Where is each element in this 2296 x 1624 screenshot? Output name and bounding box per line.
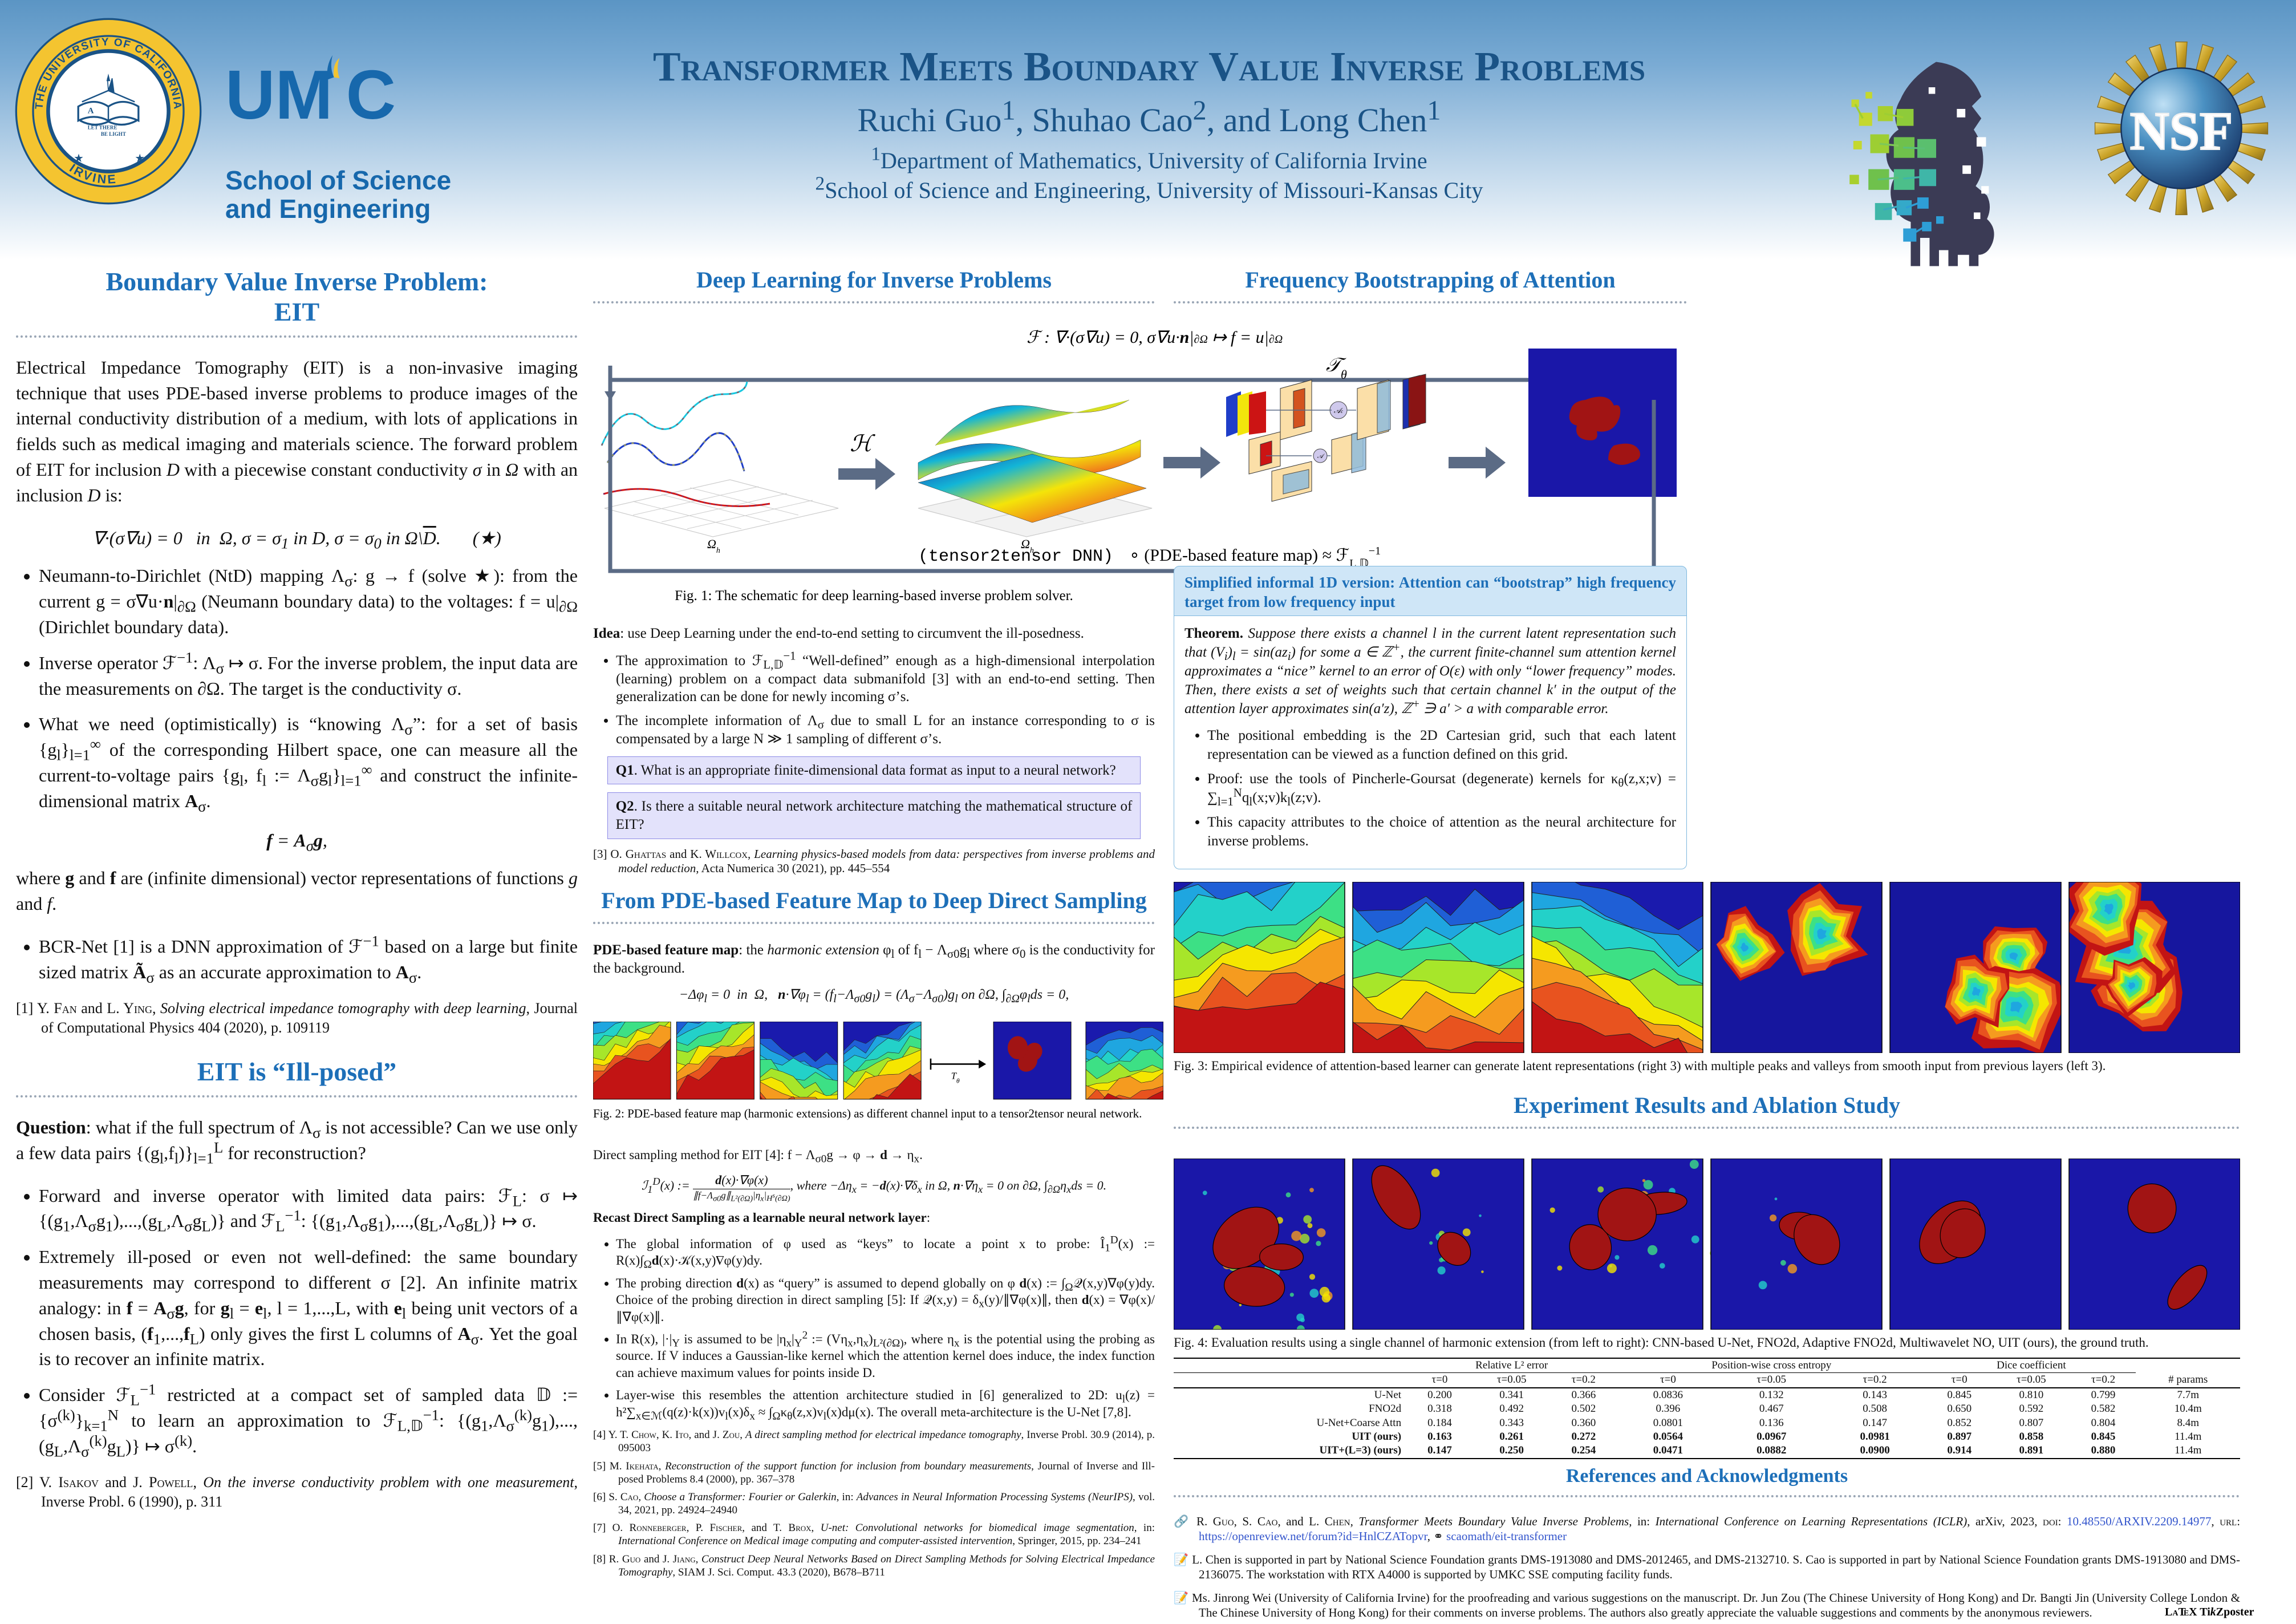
svg-text:LET THERE: LET THERE — [88, 124, 117, 130]
svg-text:ℋ: ℋ — [850, 431, 875, 456]
svg-text:Ωh: Ωh — [707, 537, 720, 555]
svg-text:BE LIGHT: BE LIGHT — [101, 131, 126, 137]
svg-text:A: A — [88, 106, 94, 115]
svg-text:★: ★ — [74, 152, 84, 165]
svg-text:(tensor2tensor DNN): (tensor2tensor DNN) — [918, 547, 1113, 566]
svg-text:UM: UM — [225, 56, 332, 133]
svg-text:NSF: NSF — [2130, 100, 2233, 161]
svg-text:C: C — [346, 56, 396, 133]
svg-text:Tθ: Tθ — [951, 1070, 960, 1084]
svg-text:★: ★ — [135, 152, 145, 165]
